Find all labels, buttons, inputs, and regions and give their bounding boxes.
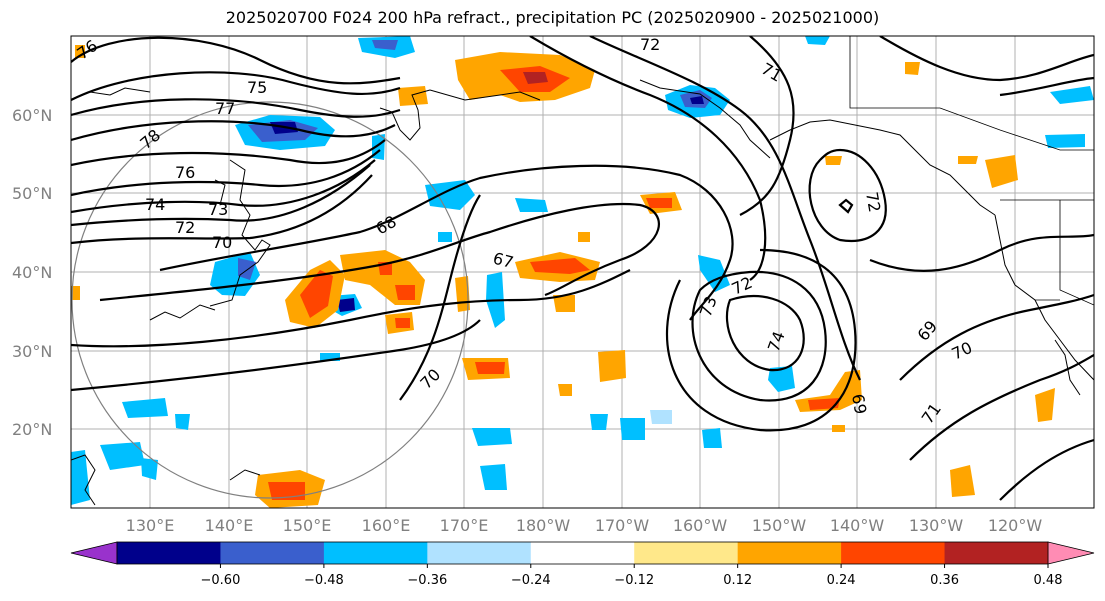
contour-label: 76 xyxy=(175,163,195,182)
longitude-label: 140°W xyxy=(830,516,885,535)
contour-label: 70 xyxy=(212,233,232,252)
longitude-label: 160°E xyxy=(362,516,411,535)
contour-lines xyxy=(71,36,1094,501)
latitude-label: 30°N xyxy=(12,342,52,361)
contour-label: 72 xyxy=(175,218,195,237)
contour-label: 72 xyxy=(640,35,660,54)
latitude-label: 50°N xyxy=(12,184,52,203)
contour-label: 69 xyxy=(848,392,870,415)
contour-label: 67 xyxy=(491,249,516,273)
latitude-label: 40°N xyxy=(12,263,52,282)
colorbar-segment xyxy=(841,542,946,564)
longitude-label: 170°W xyxy=(595,516,650,535)
longitude-label: 120°W xyxy=(988,516,1043,535)
colorbar-segment xyxy=(944,542,1049,564)
colorbar-tick-label: 0.36 xyxy=(930,573,959,588)
colorbar-segment xyxy=(117,542,221,564)
longitude-label: 180°W xyxy=(516,516,571,535)
reference-circle xyxy=(71,101,469,499)
colorbar-segment xyxy=(427,542,532,564)
latitude-label: 20°N xyxy=(12,420,52,439)
political-borders xyxy=(849,36,1094,306)
map-frame xyxy=(70,35,1095,509)
contour-label: 73 xyxy=(208,200,228,219)
colorbar-under-arrow xyxy=(70,541,118,565)
colorbar-segment xyxy=(737,542,842,564)
colorbar-segment xyxy=(634,542,739,564)
colorbar-tick-label: −0.12 xyxy=(614,573,654,588)
contour-label: 74 xyxy=(145,195,165,214)
colorbar-tick-label: 0.12 xyxy=(723,573,752,588)
colorbar-segment xyxy=(530,542,635,564)
latitude-label: 60°N xyxy=(12,106,52,125)
colorbar-tick-label: −0.24 xyxy=(511,573,551,588)
longitude-axis: 130°E 140°E 150°E 160°E 170°E 180°W 170°… xyxy=(126,516,1043,535)
longitude-label: 140°E xyxy=(205,516,254,535)
colorbar-tick-label: 0.24 xyxy=(827,573,856,588)
contour-label: 75 xyxy=(247,78,267,97)
colorbar-segment xyxy=(323,542,428,564)
longitude-label: 150°E xyxy=(283,516,332,535)
longitude-label: 150°W xyxy=(752,516,807,535)
colorbar-segment xyxy=(220,542,325,564)
colorbar: −0.60 −0.48 −0.36 −0.24 −0.12 0.12 0.24 0.36 0.4… xyxy=(70,541,1095,588)
contour-label: 77 xyxy=(215,99,235,118)
longitude-label: 130°E xyxy=(126,516,175,535)
longitude-label: 130°W xyxy=(909,516,964,535)
longitude-label: 160°W xyxy=(673,516,728,535)
colorbar-frame xyxy=(116,541,1049,565)
contour-label: 72 xyxy=(862,190,884,213)
latitude-axis: 60°N 50°N 40°N 30°N 20°N xyxy=(12,106,52,439)
colorbar-tick-label: 0.48 xyxy=(1034,573,1063,588)
colorbar-over-arrow xyxy=(1047,541,1095,565)
longitude-label: 170°E xyxy=(440,516,489,535)
colorbar-tick-label: −0.60 xyxy=(201,573,241,588)
colorbar-tick-label: −0.48 xyxy=(304,573,344,588)
map-title: 2025020700 F024 200 hPa refract., precip… xyxy=(225,8,880,27)
colorbar-tick-label: −0.36 xyxy=(407,573,447,588)
